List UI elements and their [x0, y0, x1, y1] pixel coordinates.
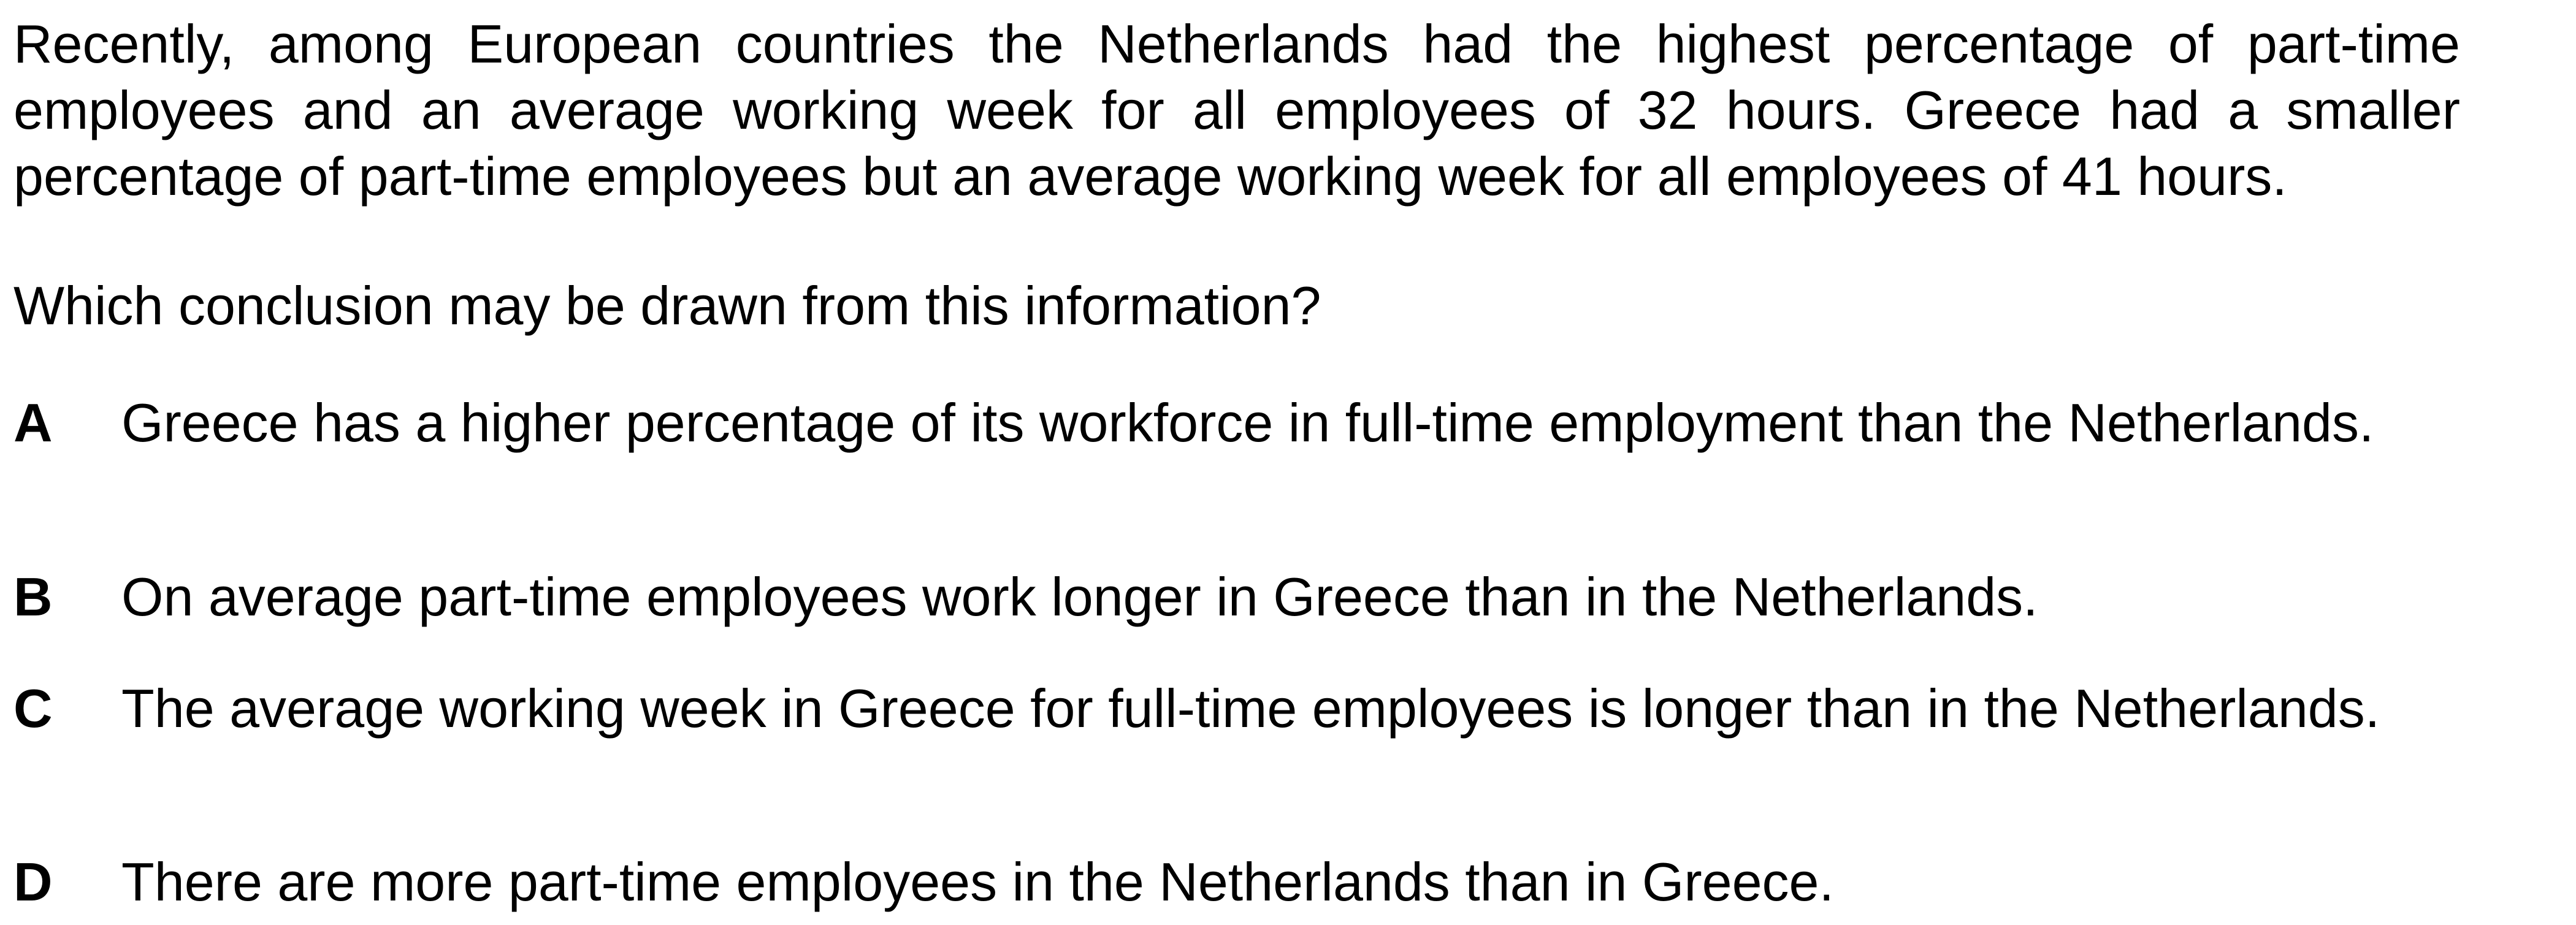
option-text: On average part-time employees work long…	[121, 566, 2038, 627]
question-prompt: Which conclusion may be drawn from this …	[13, 275, 1321, 336]
question-stem: Recently, among European countries the N…	[13, 13, 2460, 207]
option-text: The average working week in Greece for f…	[121, 678, 2380, 739]
option-d: D There are more part-time employees in …	[13, 849, 2460, 915]
option-letter: C	[13, 678, 53, 739]
option-letter: B	[13, 566, 53, 627]
option-letter: D	[13, 851, 53, 912]
option-letter: A	[13, 392, 53, 453]
option-text: There are more part-time employees in th…	[121, 851, 1834, 912]
option-b: B On average part-time employees work lo…	[13, 564, 2460, 630]
option-c: C The average working week in Greece for…	[13, 676, 2460, 742]
option-a: A Greece has a higher percentage of its …	[13, 390, 2460, 456]
option-text: Greece has a higher percentage of its wo…	[121, 392, 2374, 453]
question-page: Recently, among European countries the N…	[13, 11, 2460, 912]
